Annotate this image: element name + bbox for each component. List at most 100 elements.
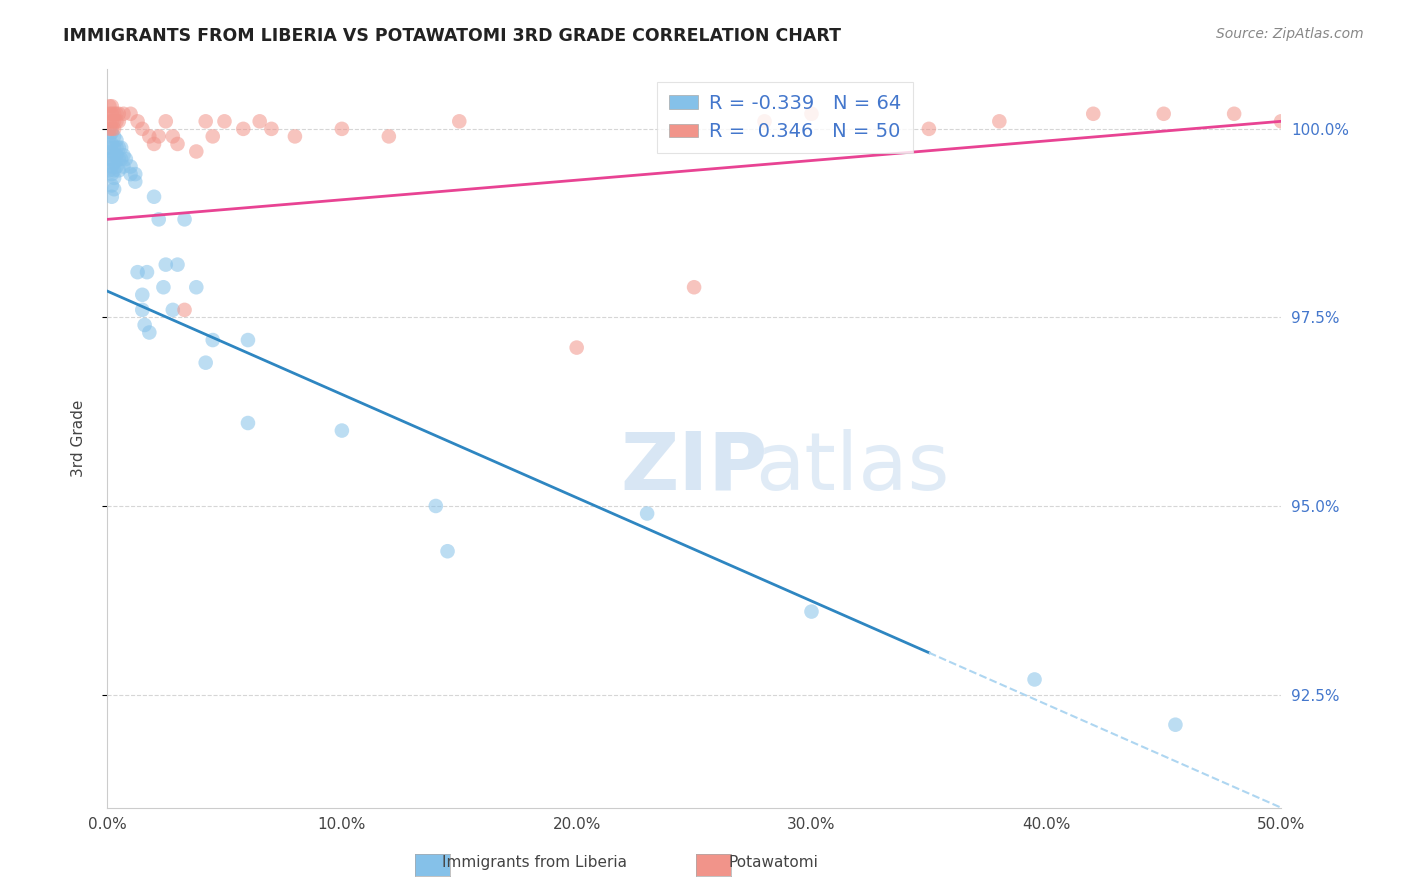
Point (110, 152, 132, 166)
Text: Potawatomi: Potawatomi (728, 855, 818, 870)
Point (100, 114, 122, 128)
Point (131, 302, 153, 317)
Text: Source: ZipAtlas.com: Source: ZipAtlas.com (1216, 27, 1364, 41)
Point (194, 356, 217, 370)
Point (103, 163, 125, 178)
Point (162, 302, 184, 317)
Point (186, 280, 208, 294)
Point (1024, 673, 1046, 687)
Point (100, 190, 122, 204)
Point (98, 152, 121, 166)
Point (330, 121, 353, 136)
Point (683, 280, 706, 294)
Point (1270, 114, 1292, 128)
Point (186, 145, 208, 159)
Point (330, 424, 353, 438)
Point (105, 114, 128, 128)
Point (143, 190, 166, 204)
Point (173, 302, 195, 317)
Point (162, 129, 184, 144)
Point (112, 160, 135, 174)
Point (103, 114, 125, 128)
Point (378, 129, 401, 144)
Point (136, 265, 159, 279)
Point (100, 136, 122, 151)
Point (120, 107, 142, 121)
Point (166, 136, 188, 151)
Point (425, 499, 447, 513)
Point (988, 114, 1011, 128)
Point (148, 212, 170, 227)
Point (110, 141, 132, 155)
Point (103, 170, 125, 185)
Point (449, 114, 471, 128)
Point (103, 148, 125, 162)
Text: IMMIGRANTS FROM LIBERIA VS POTAWATOMI 3RD GRADE CORRELATION CHART: IMMIGRANTS FROM LIBERIA VS POTAWATOMI 3R… (63, 27, 841, 45)
Point (98, 107, 121, 121)
Point (112, 148, 135, 162)
Point (127, 265, 149, 279)
Y-axis label: 3rd Grade: 3rd Grade (72, 400, 86, 477)
Point (232, 121, 254, 136)
Point (1083, 107, 1105, 121)
Point (918, 121, 941, 136)
Point (105, 141, 128, 155)
Point (127, 114, 149, 128)
Point (155, 258, 177, 272)
Point (100, 107, 122, 121)
Point (754, 114, 776, 128)
Point (108, 107, 131, 121)
Point (148, 129, 170, 144)
Point (100, 121, 122, 136)
Point (143, 136, 166, 151)
Point (108, 114, 131, 128)
Point (100, 178, 122, 193)
Point (155, 114, 177, 128)
Point (1153, 107, 1175, 121)
Point (201, 333, 224, 347)
Point (800, 605, 823, 619)
Point (138, 129, 160, 144)
Text: Immigrants from Liberia: Immigrants from Liberia (441, 855, 627, 870)
Point (565, 341, 588, 355)
Point (115, 152, 138, 166)
Point (166, 258, 188, 272)
Point (260, 121, 283, 136)
Point (236, 416, 259, 430)
Point (98, 129, 121, 144)
Point (108, 152, 131, 166)
Point (108, 163, 131, 178)
Point (105, 160, 128, 174)
Point (98, 114, 121, 128)
Point (236, 333, 259, 347)
Point (103, 121, 125, 136)
Point (120, 160, 142, 174)
Point (100, 167, 122, 181)
Point (138, 326, 160, 340)
Point (103, 107, 125, 121)
Point (108, 141, 131, 155)
Point (105, 148, 128, 162)
Point (105, 133, 128, 147)
Point (98, 141, 121, 155)
Point (214, 114, 236, 128)
Point (98, 99, 121, 113)
Point (249, 114, 271, 128)
Point (201, 129, 224, 144)
Point (636, 507, 658, 521)
Point (800, 107, 823, 121)
Point (112, 107, 135, 121)
Point (131, 287, 153, 301)
Point (100, 126, 122, 140)
Point (98, 121, 121, 136)
Point (1164, 717, 1187, 731)
Point (134, 318, 156, 332)
Text: atlas: atlas (755, 429, 950, 507)
Point (98, 163, 121, 178)
Point (100, 145, 122, 159)
Point (100, 152, 122, 166)
Point (120, 167, 142, 181)
Point (100, 99, 122, 113)
Point (103, 129, 125, 144)
Point (105, 107, 128, 121)
